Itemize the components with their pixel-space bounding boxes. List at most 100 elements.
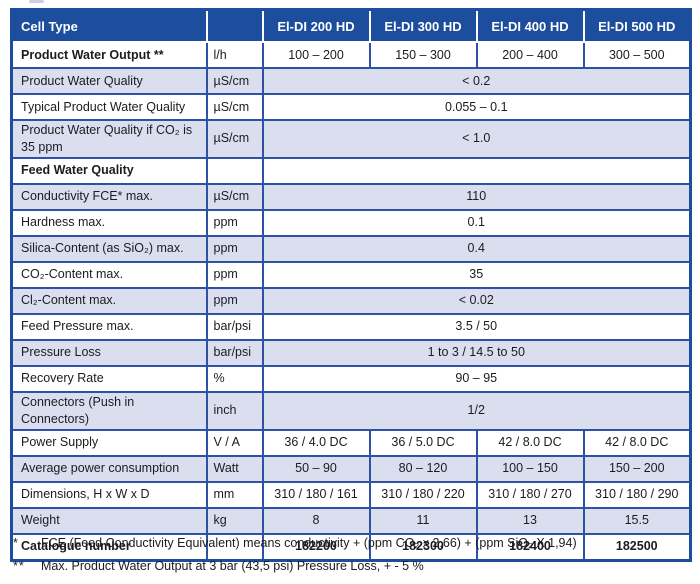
row-unit: % bbox=[205, 364, 264, 393]
row-value: 182500 bbox=[582, 532, 692, 561]
row-label: Hardness max. bbox=[10, 208, 208, 237]
table-row: Cl₂-Content max. ppm < 0.02 bbox=[10, 286, 692, 315]
row-value: 300 – 500 bbox=[582, 41, 692, 69]
row-unit bbox=[205, 532, 264, 561]
row-value: 150 – 200 bbox=[582, 454, 692, 483]
row-label: Feed Pressure max. bbox=[10, 312, 208, 341]
row-value: 42 / 8.0 DC bbox=[475, 428, 585, 457]
footnote-text: Max. Product Water Output at 3 bar (43,5… bbox=[41, 558, 424, 573]
row-label: Power Supply bbox=[10, 428, 208, 457]
row-value-merged: 90 – 95 bbox=[261, 364, 692, 393]
row-value: 182400 bbox=[475, 532, 585, 561]
row-value: 36 / 4.0 DC bbox=[261, 428, 371, 457]
header-cell-type: Cell Type bbox=[10, 9, 208, 43]
table-row: Average power consumption Watt 50 – 90 8… bbox=[10, 454, 692, 483]
footnote-marker: * bbox=[13, 536, 19, 550]
footnote-marker: ** bbox=[13, 558, 25, 573]
row-value: 310 / 180 / 220 bbox=[368, 480, 478, 509]
table-row: Weight kg 8 11 13 15.5 bbox=[10, 506, 692, 535]
row-unit: µS/cm bbox=[205, 182, 264, 211]
row-label: Product Water Quality if CO₂ is 35 ppm bbox=[10, 119, 208, 159]
row-label: Dimensions, H x W x D bbox=[10, 480, 208, 509]
row-label: Conductivity FCE* max. bbox=[10, 182, 208, 211]
table-row: Pressure Loss bar/psi 1 to 3 / 14.5 to 5… bbox=[10, 338, 692, 367]
row-unit: Watt bbox=[205, 454, 264, 483]
row-value: 42 / 8.0 DC bbox=[582, 428, 692, 457]
row-value-merged: 3.5 / 50 bbox=[261, 312, 692, 341]
row-unit: bar/psi bbox=[205, 338, 264, 367]
header-col-eldi-300: El-DI 300 HD bbox=[368, 9, 478, 43]
header-unit bbox=[205, 9, 264, 43]
row-value-merged: < 0.02 bbox=[261, 286, 692, 315]
row-label: Catalogue number bbox=[10, 532, 208, 561]
row-value: 310 / 180 / 290 bbox=[582, 480, 692, 509]
row-label: Cl₂-Content max. bbox=[10, 286, 208, 315]
table-row: Power Supply V / A 36 / 4.0 DC 36 / 5.0 … bbox=[10, 428, 692, 457]
row-value: 182300 bbox=[368, 532, 478, 561]
row-label: CO₂-Content max. bbox=[10, 260, 208, 289]
header-col-eldi-400: El-DI 400 HD bbox=[475, 9, 585, 43]
table-row: Catalogue number 182200 182300 182400 18… bbox=[10, 532, 692, 561]
table-row: CO₂-Content max. ppm 35 bbox=[10, 260, 692, 289]
row-value-merged: 110 bbox=[261, 182, 692, 211]
row-value-merged: 35 bbox=[261, 260, 692, 289]
row-unit: µS/cm bbox=[205, 67, 264, 95]
row-label: Recovery Rate bbox=[10, 364, 208, 393]
row-unit: mm bbox=[205, 480, 264, 509]
header-col-eldi-200: El-DI 200 HD bbox=[261, 9, 371, 43]
row-label: Product Water Output ** bbox=[10, 41, 208, 69]
row-value: 8 bbox=[261, 506, 371, 535]
row-value: 182200 bbox=[261, 532, 371, 561]
section-label: Feed Water Quality bbox=[10, 156, 208, 185]
row-value-merged: 0.4 bbox=[261, 234, 692, 263]
row-unit: bar/psi bbox=[205, 312, 264, 341]
row-unit bbox=[205, 156, 264, 185]
row-value-merged: 0.1 bbox=[261, 208, 692, 237]
row-value-merged: < 1.0 bbox=[261, 119, 692, 159]
row-unit: V / A bbox=[205, 428, 264, 457]
footnote-text: FCE (Feed Conductivity Equivalent) means… bbox=[41, 536, 577, 550]
header-col-eldi-500: El-DI 500 HD bbox=[582, 9, 692, 43]
table-row: Silica-Content (as SiO₂) max. ppm 0.4 bbox=[10, 234, 692, 263]
table-row: Product Water Quality if CO₂ is 35 ppm µ… bbox=[10, 119, 692, 159]
table-row: Connectors (Push in Connectors) inch 1/2 bbox=[10, 390, 692, 431]
row-label: Weight bbox=[10, 506, 208, 535]
row-label: Typical Product Water Quality bbox=[10, 93, 208, 121]
row-value: 310 / 180 / 270 bbox=[475, 480, 585, 509]
row-label: Product Water Quality bbox=[10, 67, 208, 95]
row-label: Connectors (Push in Connectors) bbox=[10, 390, 208, 431]
footnote-fce: * FCE (Feed Conductivity Equivalent) mea… bbox=[13, 536, 691, 552]
table-row: Product Water Output ** l/h 100 – 200 15… bbox=[10, 41, 692, 69]
row-value: 310 / 180 / 161 bbox=[261, 480, 371, 509]
row-unit: ppm bbox=[205, 286, 264, 315]
table-row: Recovery Rate % 90 – 95 bbox=[10, 364, 692, 393]
row-unit: µS/cm bbox=[205, 93, 264, 121]
table-row: Feed Pressure max. bar/psi 3.5 / 50 bbox=[10, 312, 692, 341]
table-row: Conductivity FCE* max. µS/cm 110 bbox=[10, 182, 692, 211]
row-value-merged: 0.055 – 0.1 bbox=[261, 93, 692, 121]
row-unit: ppm bbox=[205, 260, 264, 289]
row-value-merged bbox=[261, 156, 692, 185]
row-unit: ppm bbox=[205, 208, 264, 237]
row-label: Silica-Content (as SiO₂) max. bbox=[10, 234, 208, 263]
table-row: Typical Product Water Quality µS/cm 0.05… bbox=[10, 93, 692, 121]
row-unit: µS/cm bbox=[205, 119, 264, 159]
row-unit: inch bbox=[205, 390, 264, 431]
spec-table: Cell Type El-DI 200 HD El-DI 300 HD El-D… bbox=[10, 8, 692, 562]
row-value-merged: 1/2 bbox=[261, 390, 692, 431]
row-value: 150 – 300 bbox=[368, 41, 478, 69]
row-value-merged: < 0.2 bbox=[261, 67, 692, 95]
row-unit: ppm bbox=[205, 234, 264, 263]
row-value: 50 – 90 bbox=[261, 454, 371, 483]
row-value: 80 – 120 bbox=[368, 454, 478, 483]
row-value: 15.5 bbox=[582, 506, 692, 535]
row-unit: l/h bbox=[205, 41, 264, 69]
table-section-row: Feed Water Quality bbox=[10, 156, 692, 185]
cropped-text-artifact bbox=[29, 0, 44, 3]
row-value: 200 – 400 bbox=[475, 41, 585, 69]
table-row: Product Water Quality µS/cm < 0.2 bbox=[10, 67, 692, 95]
row-label: Average power consumption bbox=[10, 454, 208, 483]
table-row: Dimensions, H x W x D mm 310 / 180 / 161… bbox=[10, 480, 692, 509]
footnotes: * FCE (Feed Conductivity Equivalent) mea… bbox=[13, 536, 691, 581]
